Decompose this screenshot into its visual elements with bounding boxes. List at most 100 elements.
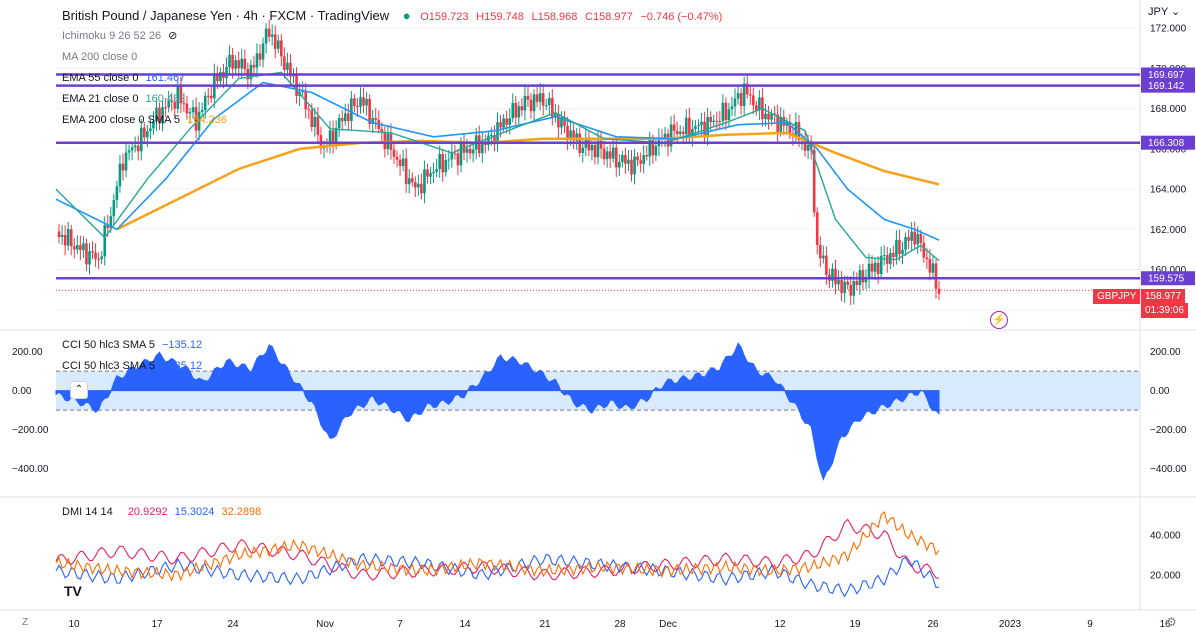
candle-body — [566, 125, 569, 141]
ohlc-open: O159.723 — [420, 11, 469, 23]
candle-body — [541, 93, 545, 106]
cci-legend-2[interactable]: CCI 50 hlc3 SMA 5 −135.12 — [62, 360, 206, 372]
indicator-ma200[interactable]: MA 200 close 0 — [62, 51, 141, 63]
symbol-title[interactable]: British Pound / Japanese Yen · 4h · FXCM… — [62, 8, 390, 23]
candle-body — [779, 116, 782, 133]
candle-body — [697, 125, 700, 127]
candle-body — [380, 129, 384, 132]
candle-body — [794, 122, 798, 136]
dmi-plus-value: 20.9292 — [127, 506, 168, 518]
chart-header: British Pound / Japanese Yen · 4h · FXCM… — [62, 8, 726, 23]
candle-body — [76, 245, 79, 250]
indicator-ichimoku[interactable]: Ichimoku 9 26 52 26 ⊘ — [62, 29, 181, 42]
candle-body — [834, 268, 837, 285]
candle-body — [636, 156, 639, 161]
candle-body — [359, 97, 362, 107]
ema21-line — [55, 71, 940, 262]
price-axis-tick: 166.000 — [1150, 144, 1187, 155]
candle-body — [560, 117, 563, 128]
candle-body — [846, 281, 849, 285]
cci-label-2: CCI 50 hlc3 SMA 5 — [62, 360, 155, 372]
candle-body — [173, 102, 177, 109]
candle-body — [733, 98, 737, 107]
candle-body — [557, 113, 560, 128]
candle-body — [197, 111, 201, 131]
horizontal-level-label: 159.575 — [1148, 274, 1185, 285]
indicator-ema55[interactable]: EMA 55 close 0 161.467 — [62, 72, 189, 84]
candle-body — [618, 161, 621, 168]
candle-body — [152, 121, 155, 129]
indicator-ema21[interactable]: EMA 21 close 0 160.452 — [62, 93, 189, 105]
indicator-ema21-value: 160.452 — [145, 93, 186, 105]
candle-body — [225, 67, 228, 79]
candle-body — [112, 200, 116, 217]
candle-body — [371, 117, 374, 124]
cci-axis-tick: 200.00 — [1150, 347, 1181, 358]
candle-body — [624, 155, 627, 164]
candle-body — [621, 155, 624, 162]
candle-body — [855, 281, 859, 286]
indicator-ema55-label: EMA 55 close 0 — [62, 72, 139, 84]
candle-body — [368, 98, 371, 124]
price-axis-tick: 172.000 — [1150, 24, 1187, 35]
collapse-chevron-icon[interactable]: ⌃ — [70, 381, 88, 399]
candle-body — [115, 186, 119, 201]
dmi-minus-value: 15.3024 — [174, 506, 215, 518]
candle-body — [751, 95, 755, 106]
candle-body — [919, 233, 923, 243]
candle-body — [237, 60, 240, 69]
candle-body — [563, 117, 566, 126]
candle-body — [496, 122, 499, 145]
candle-body — [438, 154, 441, 170]
candle-body — [913, 231, 916, 245]
timezone-icon[interactable]: Z — [22, 617, 29, 628]
price-axis-tick: 164.000 — [1150, 185, 1187, 196]
candle-body — [109, 216, 113, 229]
cci-legend-1[interactable]: CCI 50 hlc3 SMA 5 −135.12 — [62, 339, 206, 351]
dmi-adx-value: 32.2898 — [221, 506, 262, 518]
candle-body — [273, 34, 277, 49]
candle-body — [922, 242, 926, 258]
candle-body — [721, 102, 725, 122]
candle-body — [773, 113, 776, 115]
candle-body — [234, 60, 237, 69]
candle-body — [69, 229, 73, 247]
candle-body — [873, 262, 877, 272]
candle-body — [745, 83, 749, 95]
candle-body — [331, 130, 335, 144]
settings-gear-icon[interactable]: ⚙ — [1166, 615, 1177, 629]
ohlc-high: H159.748 — [476, 11, 524, 23]
candle-body — [170, 100, 174, 103]
candle-body — [347, 113, 350, 122]
candle-body — [209, 95, 213, 99]
candle-body — [736, 93, 740, 99]
candle-body — [770, 113, 773, 120]
candle-body — [849, 284, 853, 296]
candle-body — [669, 124, 673, 147]
candle-body — [441, 154, 445, 173]
time-axis-tick: 7 — [397, 619, 403, 630]
time-axis-tick: 28 — [614, 619, 626, 630]
candle-body — [596, 140, 600, 158]
candle-body — [356, 106, 359, 108]
time-axis-tick: Nov — [316, 619, 334, 630]
candle-body — [892, 252, 895, 257]
candle-body — [916, 233, 920, 245]
candle-body — [289, 62, 292, 77]
eye-hidden-icon[interactable]: ⊘ — [168, 30, 178, 42]
candle-body — [511, 102, 515, 119]
time-axis-tick: 21 — [539, 619, 551, 630]
lightning-icon[interactable]: ⚡ — [990, 311, 1008, 329]
indicator-ichimoku-label: Ichimoku 9 26 52 26 — [62, 30, 162, 42]
time-axis: 10 17 24 Nov 7 14 21 28 Dec 12 19 26 2023 9 16 — [68, 619, 1171, 630]
dmi-legend[interactable]: DMI 14 14 20.9292 15.3024 32.2898 — [62, 506, 265, 518]
currency-selector[interactable]: JPY ⌄ — [1148, 5, 1180, 18]
indicator-ema200-label: EMA 200 close 0 SMA 5 — [62, 114, 181, 126]
candle-body — [149, 128, 152, 132]
candle-body — [231, 54, 234, 69]
candle-body — [417, 183, 420, 188]
time-axis-tick: 17 — [151, 619, 163, 630]
candle-body — [124, 152, 128, 171]
indicator-ema200[interactable]: EMA 200 close 0 SMA 5 164.236 — [62, 114, 231, 126]
candle-body — [365, 98, 368, 106]
